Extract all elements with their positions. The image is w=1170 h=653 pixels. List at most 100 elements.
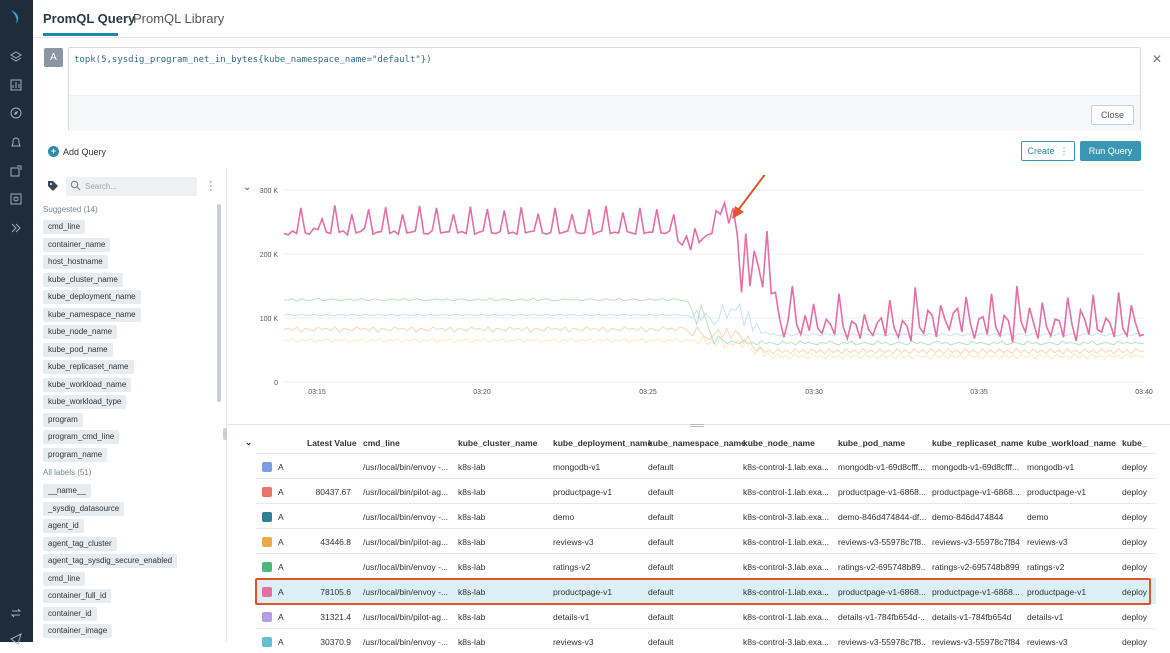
refresh-icon[interactable] [7, 604, 25, 622]
label-chip[interactable]: _sysdig_datasource [43, 501, 125, 516]
cell-replicaset: productpage-v1-6868... [932, 587, 1020, 597]
table-row[interactable]: A/usr/local/bin/envoy -... k8s-lab mongodb… [256, 453, 1156, 478]
cell-workload: ratings-v2 [1027, 562, 1065, 572]
suggested-label-chip[interactable]: kube_replicaset_name [43, 360, 134, 374]
table-row[interactable]: A/usr/local/bin/envoy -... k8s-lab demo def… [256, 503, 1156, 528]
x-tick-label: 03:15 [308, 389, 326, 396]
more-options-icon[interactable]: · · · [209, 176, 213, 196]
series-line[interactable] [283, 325, 1144, 355]
series-line[interactable] [284, 297, 1144, 346]
layers-icon[interactable] [7, 48, 25, 66]
cell-latest-value: 80437.67 [315, 487, 351, 497]
table-row[interactable]: A 78105.6/usr/local/bin/envoy -... k8s-lab… [256, 578, 1156, 603]
col-kube-workload-type[interactable]: kube_ [1122, 438, 1147, 448]
collapse-chart-icon[interactable]: ⌄ [243, 182, 252, 193]
suggested-label-chip[interactable]: host_hostname [43, 255, 108, 269]
cell-query: A [278, 487, 284, 497]
suggested-heading: Suggested (14) [43, 205, 98, 214]
suggested-label-chip[interactable]: kube_workload_name [43, 377, 132, 392]
create-label: Create [1027, 146, 1055, 156]
table-row[interactable]: A 31321.4/usr/local/bin/pilot-ag... k8s-la… [256, 603, 1156, 628]
col-kube-namespace-name[interactable]: kube_namespace_name [648, 438, 746, 448]
suggested-label-chip[interactable]: kube_workload_type [43, 395, 127, 409]
remove-query-icon[interactable]: ✕ [1152, 52, 1163, 66]
suggested-label-chip[interactable]: kube_cluster_name [43, 272, 123, 287]
cell-query: A [278, 512, 284, 522]
col-kube-pod-name[interactable]: kube_pod_name [838, 438, 906, 448]
cell-workload-type: deploy [1122, 637, 1148, 647]
query-badge[interactable]: A [44, 48, 63, 67]
cell-cluster: k8s-lab [458, 562, 486, 572]
series-line[interactable] [283, 199, 1145, 343]
cell-replicaset: ratings-v2-695748b899 [932, 562, 1020, 572]
query-text[interactable]: topk(5,sysdig_program_net_in_bytes{kube_… [74, 55, 432, 65]
tag-icon[interactable] [47, 180, 59, 195]
suggested-label-chip[interactable]: kube_deployment_name [43, 290, 141, 304]
label-chip[interactable]: agent_tag_sysdig_secure_enabled [43, 554, 178, 568]
x-tick-label: 03:20 [473, 389, 491, 396]
labels-scrollbar[interactable] [217, 204, 221, 402]
col-kube-deployment-name[interactable]: kube_deployment_name [553, 438, 653, 448]
create-button[interactable]: Create ⋮ [1021, 141, 1075, 161]
compass-icon[interactable] [7, 104, 25, 122]
y-tick-label: 0 [274, 380, 278, 387]
suggested-label-chip[interactable]: container_name [43, 237, 111, 252]
panel-scrollbar[interactable] [223, 428, 227, 440]
label-chip[interactable]: agent_tag_cluster [43, 536, 117, 551]
label-chip[interactable]: container_id [43, 606, 97, 621]
send-icon[interactable] [7, 630, 25, 648]
x-tick-label: 03:40 [1135, 389, 1153, 396]
col-kube-node-name[interactable]: kube_node_name [743, 438, 815, 448]
label-chip[interactable]: cmd_line [43, 571, 86, 586]
suggested-label-chip[interactable]: program_cmd_line [43, 430, 120, 444]
alert-icon[interactable] [7, 134, 25, 152]
suggested-label-chip[interactable]: cmd_line [43, 220, 86, 234]
cell-latest-value: 78105.6 [320, 587, 351, 597]
label-chip[interactable]: __name__ [43, 484, 91, 498]
label-chip[interactable]: agent_id [43, 519, 84, 533]
cell-cluster: k8s-lab [458, 612, 486, 622]
col-kube-workload-name[interactable]: kube_workload_name [1027, 438, 1116, 448]
table-row[interactable]: A 80437.67/usr/local/bin/pilot-ag... k8s-l… [256, 478, 1156, 503]
resize-handle[interactable] [690, 424, 704, 427]
expand-icon[interactable] [7, 219, 25, 237]
cell-cmd-line: /usr/local/bin/envoy -... [363, 512, 449, 522]
col-cmd-line[interactable]: cmd_line [363, 438, 400, 448]
col-latest-value[interactable]: Latest Value [307, 438, 357, 448]
suggested-label-chip[interactable]: kube_pod_name [43, 342, 113, 357]
run-query-button[interactable]: Run Query [1080, 141, 1141, 161]
cell-latest-value: 31321.4 [320, 612, 351, 622]
col-kube-cluster-name[interactable]: kube_cluster_name [458, 438, 538, 448]
x-tick-label: 03:25 [639, 389, 657, 396]
cell-replicaset: details-v1-784fb654d [932, 612, 1012, 622]
cell-cluster: k8s-lab [458, 637, 486, 647]
label-chip[interactable]: container_image [43, 624, 113, 638]
table-row[interactable]: A 43446.8/usr/local/bin/pilot-ag... k8s-la… [256, 528, 1156, 553]
close-button[interactable]: Close [1091, 105, 1134, 125]
cell-latest-value: 43446.8 [320, 537, 351, 547]
label-chip[interactable]: container_full_id [43, 589, 112, 603]
query-editor[interactable]: topk(5,sysdig_program_net_in_bytes{kube_… [68, 47, 1141, 131]
chart-icon[interactable] [7, 76, 25, 94]
suggested-label-chip[interactable]: program [43, 412, 83, 427]
tab-promql-query[interactable]: PromQL Query [43, 11, 136, 26]
series-line[interactable] [283, 334, 1144, 360]
collapse-table-icon[interactable]: ⌄ [245, 437, 253, 447]
label-search-input[interactable]: Search... [66, 177, 197, 196]
cell-cmd-line: /usr/local/bin/envoy -... [363, 562, 449, 572]
cell-replicaset: mongodb-v1-69d8cfff... [932, 462, 1020, 472]
cell-workload-type: deploy [1122, 537, 1148, 547]
table-row[interactable]: A/usr/local/bin/envoy -... k8s-lab ratings… [256, 553, 1156, 578]
suggested-label-chip[interactable]: program_name [43, 447, 108, 462]
table-row[interactable]: A 30370.9/usr/local/bin/envoy -... k8s-lab… [256, 628, 1156, 653]
cell-cluster: k8s-lab [458, 537, 486, 547]
col-kube-replicaset-name[interactable]: kube_replicaset_name [932, 438, 1024, 448]
suggested-label-chip[interactable]: kube_node_name [43, 325, 118, 339]
tab-promql-library[interactable]: PromQL Library [133, 11, 225, 26]
integrations-icon[interactable] [7, 162, 25, 180]
logo-icon[interactable] [7, 8, 25, 26]
add-query-button[interactable]: + Add Query [48, 146, 106, 157]
suggested-label-chip[interactable]: kube_namespace_name [43, 307, 141, 322]
cell-workload-type: deploy [1122, 612, 1148, 622]
capture-icon[interactable] [7, 190, 25, 208]
